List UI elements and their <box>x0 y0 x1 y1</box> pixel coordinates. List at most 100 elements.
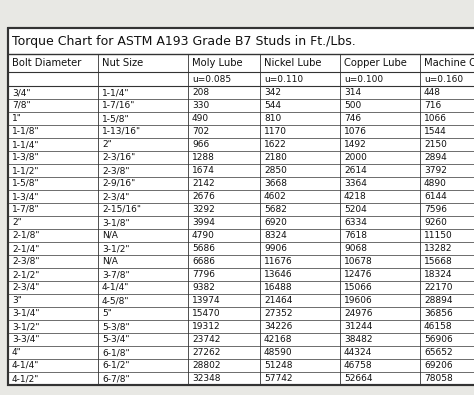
Text: 23742: 23742 <box>192 335 220 344</box>
Text: 56906: 56906 <box>424 335 453 344</box>
Text: 1-1/8": 1-1/8" <box>12 127 40 136</box>
Text: Machine Oil: Machine Oil <box>424 58 474 68</box>
Text: 9382: 9382 <box>192 283 215 292</box>
Text: 1-1/2": 1-1/2" <box>12 166 39 175</box>
Text: 6-1/2": 6-1/2" <box>102 361 129 370</box>
Text: 7/8": 7/8" <box>12 101 31 110</box>
Text: 1622: 1622 <box>264 140 287 149</box>
Text: 31244: 31244 <box>344 322 373 331</box>
Text: 3292: 3292 <box>192 205 215 214</box>
Text: 3-7/8": 3-7/8" <box>102 270 129 279</box>
Text: 5-3/4": 5-3/4" <box>102 335 129 344</box>
Text: Nickel Lube: Nickel Lube <box>264 58 321 68</box>
Text: 32348: 32348 <box>192 374 220 383</box>
Text: 8324: 8324 <box>264 231 287 240</box>
Text: 6-7/8": 6-7/8" <box>102 374 129 383</box>
Text: 5204: 5204 <box>344 205 367 214</box>
Text: 2-9/16": 2-9/16" <box>102 179 135 188</box>
Text: 6334: 6334 <box>344 218 367 227</box>
Text: 15066: 15066 <box>344 283 373 292</box>
Text: 13646: 13646 <box>264 270 292 279</box>
Text: 1674: 1674 <box>192 166 215 175</box>
Text: 4-5/8": 4-5/8" <box>102 296 129 305</box>
Text: 2150: 2150 <box>424 140 447 149</box>
Text: 9260: 9260 <box>424 218 447 227</box>
Text: 2850: 2850 <box>264 166 287 175</box>
Text: 746: 746 <box>344 114 361 123</box>
Text: 2-3/4": 2-3/4" <box>102 192 129 201</box>
Text: 28894: 28894 <box>424 296 453 305</box>
Text: Copper Lube: Copper Lube <box>344 58 407 68</box>
Text: 1-5/8": 1-5/8" <box>12 179 40 188</box>
Text: u=0.110: u=0.110 <box>264 75 303 83</box>
Text: 2000: 2000 <box>344 153 367 162</box>
Text: 48590: 48590 <box>264 348 292 357</box>
Text: 52664: 52664 <box>344 374 373 383</box>
Text: 3-3/4": 3-3/4" <box>12 335 39 344</box>
Text: N/A: N/A <box>102 231 118 240</box>
Text: 5686: 5686 <box>192 244 215 253</box>
Text: 1170: 1170 <box>264 127 287 136</box>
Text: 1": 1" <box>12 114 22 123</box>
Text: 15668: 15668 <box>424 257 453 266</box>
Text: 65652: 65652 <box>424 348 453 357</box>
Text: 7596: 7596 <box>424 205 447 214</box>
Text: 42168: 42168 <box>264 335 292 344</box>
Text: 2614: 2614 <box>344 166 367 175</box>
Text: 44324: 44324 <box>344 348 372 357</box>
Text: 46158: 46158 <box>424 322 453 331</box>
Text: 46758: 46758 <box>344 361 373 370</box>
Text: 18324: 18324 <box>424 270 453 279</box>
Text: 2-3/16": 2-3/16" <box>102 153 135 162</box>
Text: Torque Chart for ASTM A193 Grade B7 Studs in Ft./Lbs.: Torque Chart for ASTM A193 Grade B7 Stud… <box>12 34 356 47</box>
Text: 810: 810 <box>264 114 281 123</box>
Text: 6920: 6920 <box>264 218 287 227</box>
Text: 1544: 1544 <box>424 127 447 136</box>
Text: 716: 716 <box>424 101 441 110</box>
Text: 3": 3" <box>12 296 22 305</box>
Text: 3-1/4": 3-1/4" <box>12 309 39 318</box>
Text: 3364: 3364 <box>344 179 367 188</box>
Text: 490: 490 <box>192 114 209 123</box>
Text: 2180: 2180 <box>264 153 287 162</box>
Text: 1-1/4": 1-1/4" <box>12 140 39 149</box>
Text: u=0.100: u=0.100 <box>344 75 383 83</box>
Text: 69206: 69206 <box>424 361 453 370</box>
Text: 1-3/4": 1-3/4" <box>12 192 39 201</box>
Text: 10678: 10678 <box>344 257 373 266</box>
Text: 2-3/4": 2-3/4" <box>12 283 39 292</box>
Text: 4790: 4790 <box>192 231 215 240</box>
Text: u=0.160: u=0.160 <box>424 75 463 83</box>
Text: 2676: 2676 <box>192 192 215 201</box>
Text: 1-13/16": 1-13/16" <box>102 127 141 136</box>
Text: 27262: 27262 <box>192 348 220 357</box>
Text: Nut Size: Nut Size <box>102 58 143 68</box>
Text: 2142: 2142 <box>192 179 215 188</box>
Text: 702: 702 <box>192 127 209 136</box>
Text: Moly Lube: Moly Lube <box>192 58 243 68</box>
Text: 38482: 38482 <box>344 335 373 344</box>
Text: 2-15/16": 2-15/16" <box>102 205 141 214</box>
Text: 4890: 4890 <box>424 179 447 188</box>
Text: 24976: 24976 <box>344 309 373 318</box>
Text: 1-1/4": 1-1/4" <box>102 88 129 97</box>
Text: 7618: 7618 <box>344 231 367 240</box>
Text: 342: 342 <box>264 88 281 97</box>
Text: 4": 4" <box>12 348 22 357</box>
Text: 19606: 19606 <box>344 296 373 305</box>
Text: 9906: 9906 <box>264 244 287 253</box>
Text: 21464: 21464 <box>264 296 292 305</box>
Text: 1076: 1076 <box>344 127 367 136</box>
Text: 448: 448 <box>424 88 441 97</box>
Text: 544: 544 <box>264 101 281 110</box>
Text: 2": 2" <box>102 140 112 149</box>
Text: 12476: 12476 <box>344 270 373 279</box>
Text: 1492: 1492 <box>344 140 367 149</box>
Text: 15470: 15470 <box>192 309 220 318</box>
Text: 28802: 28802 <box>192 361 220 370</box>
Text: 51248: 51248 <box>264 361 292 370</box>
Text: 7796: 7796 <box>192 270 215 279</box>
Text: 1288: 1288 <box>192 153 215 162</box>
Text: 2-1/4": 2-1/4" <box>12 244 39 253</box>
Text: N/A: N/A <box>102 257 118 266</box>
